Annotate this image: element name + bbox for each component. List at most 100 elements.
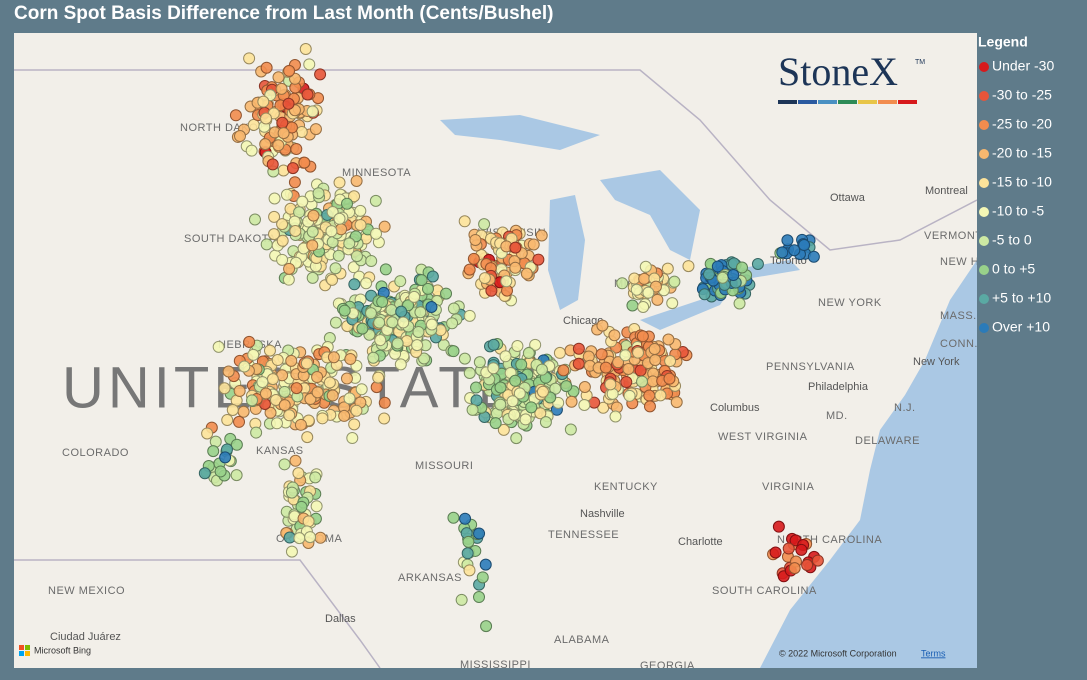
location-dot [485, 284, 498, 297]
location-dot [329, 262, 342, 275]
location-dot [522, 347, 535, 360]
location-dot [608, 329, 621, 342]
state-label: MISSOURI [415, 460, 473, 472]
location-dot [238, 360, 251, 373]
location-dot [520, 267, 533, 280]
location-dot [293, 532, 306, 545]
location-dot [515, 358, 528, 371]
logo-mark: TM [915, 59, 925, 66]
location-dot [298, 156, 311, 169]
location-dot [480, 620, 493, 633]
location-dot [418, 352, 431, 365]
state-label: ARKANSAS [398, 572, 462, 584]
lake-superior [440, 115, 600, 150]
location-dot [478, 272, 491, 285]
location-dot [243, 52, 256, 65]
location-dot [807, 250, 820, 263]
location-dot [425, 318, 438, 331]
location-dot [509, 261, 522, 274]
logo-bar-segment [858, 100, 877, 104]
location-dot [651, 293, 664, 306]
location-dot [447, 511, 460, 524]
location-dot [237, 405, 250, 418]
location-dot [620, 376, 633, 389]
location-dot [302, 515, 315, 528]
location-dot [264, 406, 277, 419]
location-dot [272, 71, 285, 84]
city-label: Dallas [325, 613, 356, 625]
location-dot [285, 121, 298, 134]
location-dot [294, 418, 307, 431]
location-dot [578, 380, 591, 393]
city-label: Nashville [580, 508, 625, 520]
location-dot [376, 295, 389, 308]
location-dot [347, 261, 360, 274]
location-dot [212, 340, 225, 353]
location-dot [642, 286, 655, 299]
state-label: VIRGINIA [762, 481, 814, 493]
location-dot [509, 374, 522, 387]
location-dot [519, 413, 532, 426]
location-dot [616, 277, 629, 290]
location-dot [565, 395, 578, 408]
location-dot [367, 351, 380, 364]
location-dot [289, 454, 302, 467]
brand: Microsoft Bing [34, 645, 91, 655]
legend-swatch [979, 91, 989, 101]
location-dot [461, 547, 474, 560]
location-dot [295, 500, 308, 513]
location-dot [301, 88, 314, 101]
location-dot [233, 130, 246, 143]
location-dot [230, 438, 243, 451]
legend: Under -30 -30 to -25 -25 to -20 -20 to -15 -… [979, 58, 1054, 335]
location-dot [386, 316, 399, 329]
location-dot [670, 396, 683, 409]
location-dot [536, 385, 549, 398]
location-dot [795, 543, 808, 556]
location-dot [214, 465, 227, 478]
location-dot [301, 431, 314, 444]
location-dot [506, 395, 519, 408]
location-dot [479, 558, 492, 571]
location-dot [394, 358, 407, 371]
terms-link[interactable]: Terms [921, 648, 946, 658]
ms-logo [19, 651, 24, 656]
location-dot [535, 363, 548, 376]
location-dot [426, 270, 439, 283]
location-dot [811, 554, 824, 567]
location-dot [372, 371, 385, 384]
location-dot [487, 338, 500, 351]
location-dot [643, 389, 656, 402]
location-dot [276, 116, 289, 129]
location-dot [303, 58, 316, 71]
location-dot [408, 290, 421, 303]
location-dot [661, 262, 674, 275]
location-dot [378, 220, 391, 233]
location-dot [473, 591, 486, 604]
state-label: KENTUCKY [594, 481, 658, 493]
location-dot [604, 378, 617, 391]
location-dot [663, 372, 676, 385]
location-dot [649, 354, 662, 367]
state-label: WEST VIRGINIA [718, 431, 808, 443]
location-dot [801, 559, 814, 572]
location-dot [489, 417, 502, 430]
logo-bar-segment [878, 100, 897, 104]
location-dot [306, 225, 319, 238]
location-dot [494, 398, 507, 411]
location-dot [622, 363, 635, 376]
location-dot [248, 213, 261, 226]
location-dot [250, 426, 263, 439]
location-dot [327, 351, 340, 364]
logo-bar-segment [798, 100, 817, 104]
location-dot [466, 403, 479, 416]
location-dot [285, 354, 298, 367]
location-dot [534, 407, 547, 420]
location-dot [266, 158, 279, 171]
state-label: DELAWARE [855, 435, 920, 447]
location-dot [509, 241, 522, 254]
location-dot [335, 223, 348, 236]
legend-label: Under -30 [992, 58, 1054, 74]
location-dot [378, 412, 391, 425]
